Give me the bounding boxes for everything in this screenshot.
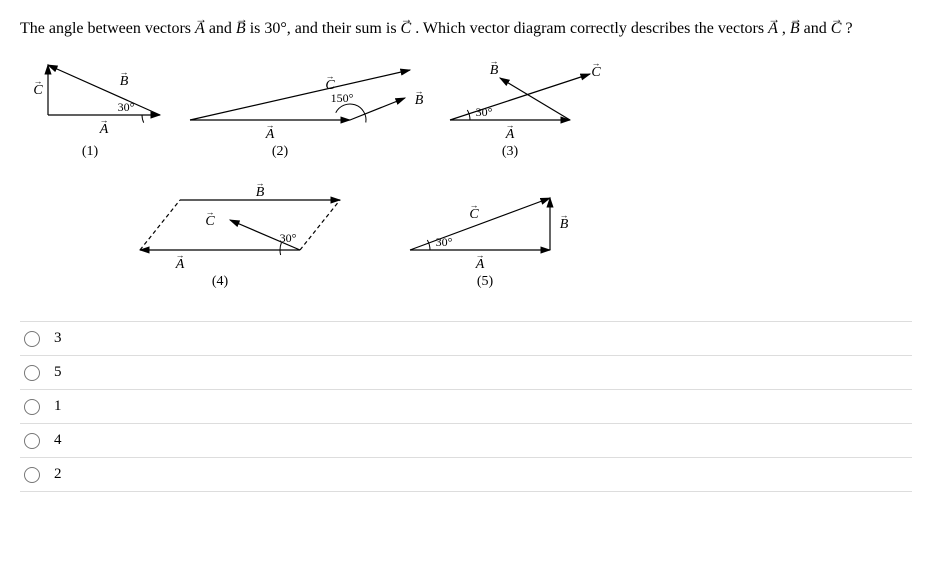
svg-text:→: → — [470, 200, 479, 210]
q-mid3: . Which vector diagram correctly describ… — [415, 20, 768, 37]
svg-text:→: → — [34, 76, 43, 86]
vec-c2: C — [831, 18, 842, 40]
vec-b2: B — [790, 18, 800, 40]
vec-b: B — [236, 18, 246, 40]
q-mid2: is 30°, and their sum is — [250, 20, 401, 37]
answer-options: 3 5 1 4 2 — [20, 321, 912, 492]
radio-icon — [24, 365, 40, 381]
option-row[interactable]: 5 — [20, 355, 912, 389]
q-qmark: ? — [845, 20, 852, 37]
option-label: 4 — [54, 432, 62, 449]
svg-text:→: → — [100, 115, 109, 125]
question-text: The angle between vectors A and B is 30°… — [20, 18, 912, 40]
svg-text:(1): (1) — [82, 144, 99, 159]
svg-text:30°: 30° — [280, 231, 297, 245]
option-label: 5 — [54, 364, 62, 381]
q-prefix: The angle between vectors — [20, 20, 195, 37]
diagram-panel: A→B→C→30°(1)A→B→C→150°(2)A→B→C→30°(3)A→B… — [20, 50, 912, 305]
svg-text:→: → — [266, 120, 275, 130]
svg-text:(3): (3) — [502, 144, 519, 159]
q-mid1: and — [209, 20, 236, 37]
svg-text:150°: 150° — [331, 91, 354, 105]
svg-text:30°: 30° — [476, 105, 493, 119]
option-row[interactable]: 1 — [20, 389, 912, 423]
svg-text:→: → — [506, 120, 515, 130]
q-comma: , — [782, 20, 790, 37]
vec-a: A — [195, 18, 205, 40]
radio-icon — [24, 467, 40, 483]
svg-text:→: → — [592, 58, 601, 68]
svg-text:→: → — [490, 56, 499, 66]
q-and: and — [804, 20, 831, 37]
svg-text:→: → — [415, 86, 424, 96]
option-label: 2 — [54, 466, 62, 483]
svg-text:→: → — [176, 250, 185, 260]
option-row[interactable]: 2 — [20, 457, 912, 492]
svg-text:→: → — [560, 210, 569, 220]
option-row[interactable]: 3 — [20, 321, 912, 355]
diagram-svg: A→B→C→30°(1)A→B→C→150°(2)A→B→C→30°(3)A→B… — [20, 50, 660, 300]
svg-text:→: → — [476, 250, 485, 260]
radio-icon — [24, 331, 40, 347]
svg-text:(5): (5) — [477, 274, 494, 289]
vec-a2: A — [768, 18, 778, 40]
svg-text:30°: 30° — [436, 235, 453, 249]
radio-icon — [24, 399, 40, 415]
svg-text:(2): (2) — [272, 144, 289, 159]
vec-c: C — [401, 18, 412, 40]
radio-icon — [24, 433, 40, 449]
svg-text:→: → — [326, 71, 335, 81]
svg-text:30°: 30° — [118, 100, 135, 114]
option-label: 1 — [54, 398, 62, 415]
svg-text:→: → — [206, 207, 215, 217]
svg-text:(4): (4) — [212, 274, 229, 289]
svg-text:→: → — [256, 178, 265, 188]
option-label: 3 — [54, 330, 62, 347]
svg-text:→: → — [120, 67, 129, 77]
option-row[interactable]: 4 — [20, 423, 912, 457]
